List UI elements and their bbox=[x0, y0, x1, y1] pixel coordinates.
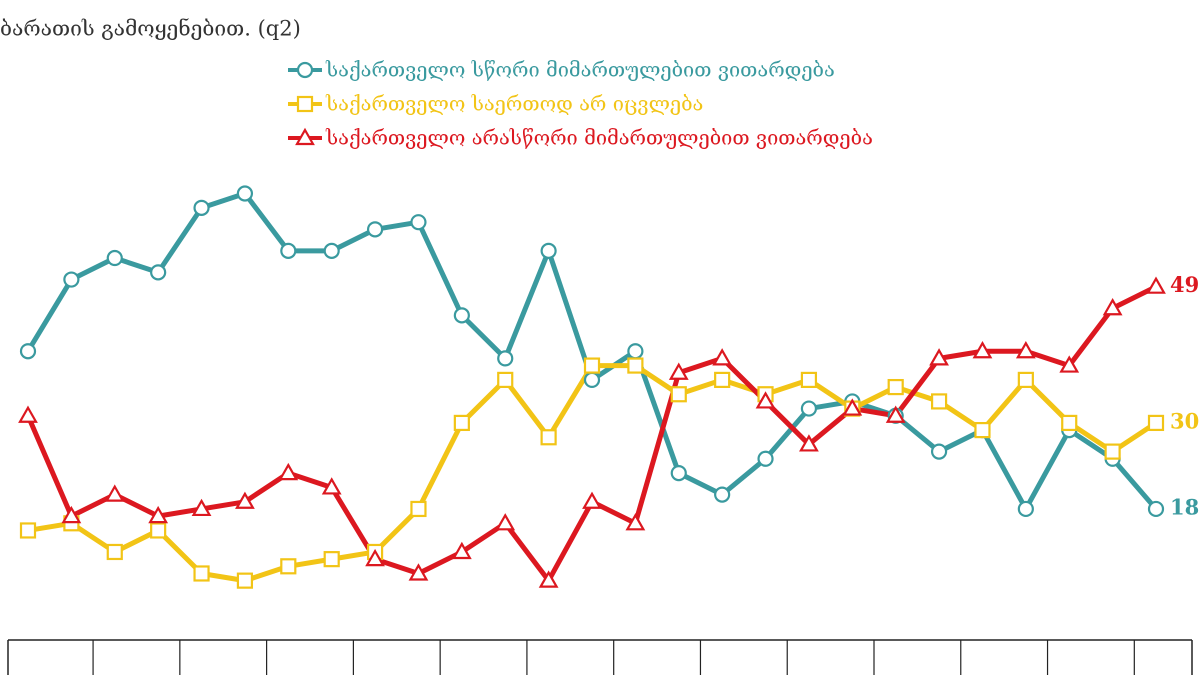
point bbox=[1147, 414, 1165, 432]
point bbox=[451, 541, 472, 560]
legend: საქართველო სწორი მიმართულებით ვითარდება ს… bbox=[288, 58, 873, 150]
point bbox=[714, 486, 731, 503]
point bbox=[296, 61, 314, 79]
point bbox=[497, 350, 514, 367]
point bbox=[583, 357, 601, 374]
point bbox=[193, 199, 210, 216]
point bbox=[583, 371, 601, 389]
point bbox=[106, 249, 123, 267]
point bbox=[540, 429, 557, 446]
series-line bbox=[27, 363, 1158, 584]
point bbox=[972, 341, 993, 359]
point bbox=[582, 491, 602, 509]
point bbox=[323, 242, 340, 259]
point bbox=[670, 465, 687, 482]
point bbox=[885, 405, 906, 423]
point bbox=[930, 443, 948, 460]
point bbox=[1146, 276, 1166, 294]
point bbox=[887, 378, 904, 396]
point bbox=[453, 414, 470, 432]
point bbox=[497, 371, 514, 389]
chart-subtitle: ბარათის გამოყენებით. (q2) bbox=[0, 17, 301, 41]
point bbox=[295, 127, 315, 146]
point bbox=[104, 484, 125, 502]
point bbox=[757, 450, 774, 467]
point bbox=[974, 421, 991, 439]
point bbox=[106, 543, 123, 561]
point bbox=[1104, 443, 1121, 460]
point bbox=[408, 563, 429, 581]
legend-label: საქართველო არასწორი მიმართულებით ვითარდე… bbox=[325, 126, 873, 150]
end-label: 30 bbox=[1170, 408, 1199, 433]
end-label: 18 bbox=[1170, 494, 1199, 519]
plot-area: 18 30 49 bbox=[18, 185, 1199, 589]
point bbox=[495, 513, 516, 531]
point bbox=[842, 398, 863, 416]
point bbox=[236, 185, 254, 202]
point bbox=[150, 264, 167, 281]
point bbox=[321, 477, 342, 495]
point bbox=[280, 242, 297, 259]
point bbox=[63, 271, 80, 288]
legend-label: საქართველო სწორი მიმართულებით ვითარდება bbox=[325, 58, 835, 82]
legend-label: საქართველო საერთოდ არ იცვლება bbox=[325, 92, 703, 116]
point bbox=[930, 393, 948, 410]
point bbox=[1015, 341, 1036, 359]
point bbox=[235, 491, 255, 509]
point bbox=[712, 348, 733, 366]
point bbox=[19, 522, 37, 539]
point bbox=[627, 343, 644, 360]
point bbox=[540, 242, 557, 259]
point bbox=[800, 371, 818, 389]
point bbox=[670, 386, 687, 403]
point bbox=[799, 434, 819, 452]
point bbox=[323, 551, 340, 568]
point bbox=[366, 221, 384, 238]
point bbox=[755, 391, 776, 409]
x-axis-strip bbox=[7, 639, 1193, 675]
point bbox=[1017, 371, 1034, 389]
point bbox=[191, 498, 212, 517]
end-label: 49 bbox=[1170, 272, 1199, 297]
point bbox=[193, 565, 210, 582]
point bbox=[1061, 414, 1078, 432]
point bbox=[929, 348, 949, 366]
point bbox=[714, 371, 731, 389]
point bbox=[148, 505, 169, 524]
point bbox=[1102, 297, 1123, 316]
point bbox=[365, 548, 385, 567]
point bbox=[1147, 500, 1165, 518]
point bbox=[61, 505, 82, 524]
point bbox=[410, 214, 427, 231]
point bbox=[1017, 500, 1034, 518]
point bbox=[236, 572, 254, 589]
point bbox=[800, 400, 818, 417]
point bbox=[625, 513, 646, 531]
point bbox=[18, 405, 38, 423]
point bbox=[280, 558, 297, 575]
point bbox=[19, 343, 37, 360]
point bbox=[538, 570, 559, 588]
point bbox=[627, 357, 644, 374]
point bbox=[668, 362, 689, 380]
point bbox=[296, 95, 314, 113]
point bbox=[1059, 355, 1080, 373]
point bbox=[278, 462, 299, 481]
point bbox=[410, 500, 427, 518]
point bbox=[150, 522, 167, 539]
point bbox=[453, 307, 470, 324]
